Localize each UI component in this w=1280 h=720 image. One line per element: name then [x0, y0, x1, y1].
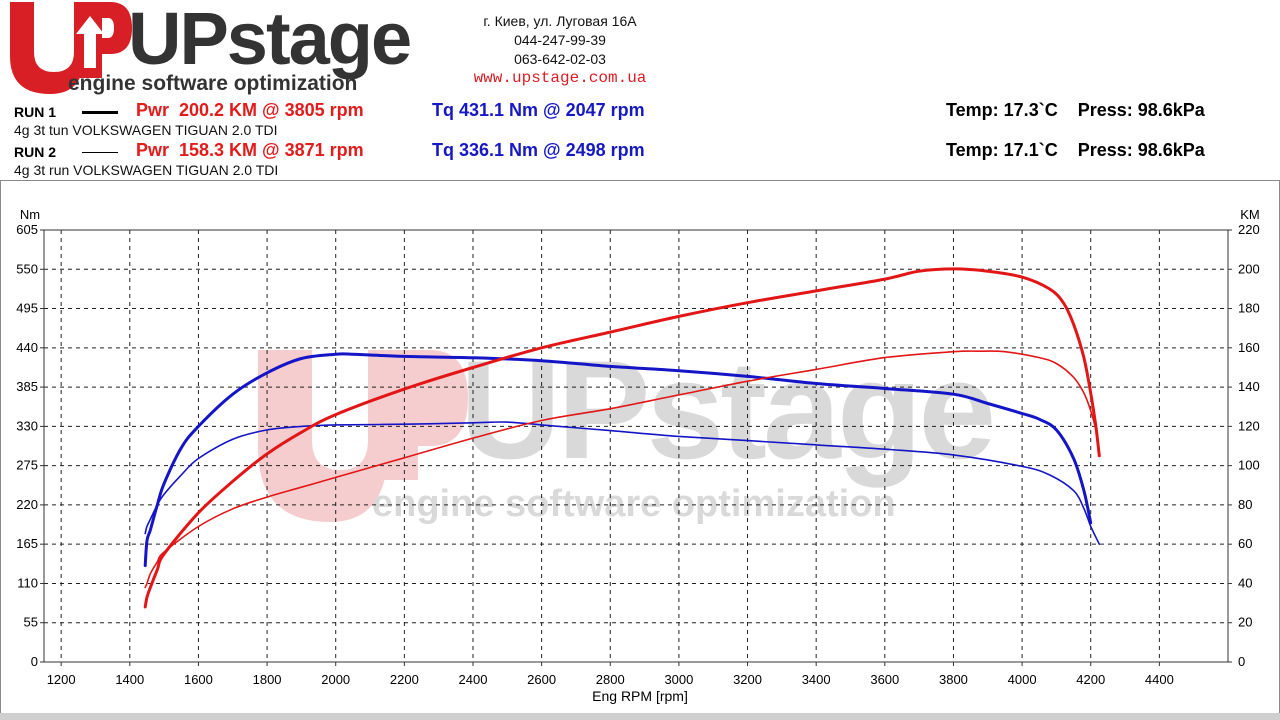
y-axis-left-label: Nm [20, 207, 40, 222]
chart-curves [143, 267, 1101, 609]
series-line-pwr-run-1 [143, 267, 1101, 609]
chart-grid [44, 230, 1228, 662]
y-left-tick-label: 0 [31, 654, 38, 669]
bottom-band [0, 713, 1280, 720]
x-tick-label: 2000 [321, 672, 350, 687]
run-1-torque: Tq 431.1 Nm @ 2047 rpm [432, 100, 645, 120]
x-tick-label: 2200 [390, 672, 419, 687]
series-line-pwr-run-2 [144, 350, 1101, 589]
y-axis-left-ticks: 0 55 110 165 220 275 330 385 440 495 550 605 [16, 222, 44, 669]
y-right-tick-label: 180 [1238, 301, 1260, 316]
contact-phone-2: 063-642-02-03 [514, 51, 606, 67]
y-right-tick-label: 20 [1238, 615, 1252, 630]
y-left-tick-label: 165 [16, 536, 38, 551]
y-left-tick-label: 330 [16, 418, 38, 433]
run-2-label: RUN 2 [14, 144, 57, 160]
x-tick-label: 1800 [253, 672, 282, 687]
run-2-summary: RUN 2 Pwr 158.3 KM @ 3871 rpm Tq 336.1 N… [14, 140, 1274, 184]
run-1-label: RUN 1 [14, 104, 57, 120]
x-tick-label: 3600 [870, 672, 899, 687]
run-2-description: 4g 3t run VOLKSWAGEN TIGUAN 2.0 TDI [14, 162, 279, 178]
run-1-description: 4g 3t tun VOLKSWAGEN TIGUAN 2.0 TDI [14, 122, 278, 138]
x-tick-label: 3800 [939, 672, 968, 687]
run-1-power: Pwr 200.2 KM @ 3805 rpm [136, 100, 364, 120]
y-left-tick-label: 440 [16, 340, 38, 355]
x-tick-label: 4000 [1008, 672, 1037, 687]
y-right-tick-label: 120 [1238, 418, 1260, 433]
y-left-tick-label: 495 [16, 301, 38, 316]
x-tick-label: 1600 [184, 672, 213, 687]
run-1-legend-line [82, 111, 118, 114]
x-tick-label: 4400 [1145, 672, 1174, 687]
x-tick-label: 1200 [47, 672, 76, 687]
watermark-wordmark: UPstage [460, 331, 992, 488]
run-1-conditions: Temp: 17.3`C Press: 98.6kPa [946, 100, 1205, 120]
y-left-tick-label: 550 [16, 261, 38, 276]
x-tick-label: 2800 [596, 672, 625, 687]
watermark-tagline: engine software optimization [372, 483, 896, 525]
y-right-tick-label: 100 [1238, 458, 1260, 473]
logo-up-mark [10, 2, 132, 94]
y-left-tick-label: 275 [16, 458, 38, 473]
y-left-tick-label: 605 [16, 222, 38, 237]
logo-tagline: engine software optimization [68, 72, 357, 95]
x-axis-ticks: 1200 1400 1600 1800 2000 2200 2400 2600 2800 3000… [47, 662, 1174, 687]
y-right-tick-label: 80 [1238, 497, 1252, 512]
series-line-tq-run-2 [144, 421, 1101, 545]
x-tick-label: 4200 [1076, 672, 1105, 687]
y-right-tick-label: 200 [1238, 261, 1260, 276]
contact-phone-1: 044-247-99-39 [514, 32, 606, 48]
x-axis-label: Eng RPM [rpm] [592, 688, 688, 704]
upstage-logo: UPstage engine software optimization [6, 0, 416, 105]
x-tick-label: 1400 [115, 672, 144, 687]
y-left-tick-label: 110 [17, 575, 38, 590]
contact-address: г. Киев, ул. Луговая 16А [483, 13, 637, 29]
watermark-logo: UPstage engine software optimization [258, 331, 996, 525]
contact-block: г. Киев, ул. Луговая 16А 044-247-99-39 0… [430, 12, 690, 88]
x-tick-label: 2600 [527, 672, 556, 687]
plot-area-border [43, 229, 1229, 663]
y-left-tick-label: 55 [24, 615, 38, 630]
y-right-tick-label: 220 [1238, 222, 1260, 237]
y-left-tick-label: 385 [16, 379, 38, 394]
y-right-tick-label: 0 [1238, 654, 1245, 669]
series-line-tq-run-1 [143, 352, 1093, 568]
contact-website-link[interactable]: www.upstage.com.ua [473, 69, 647, 87]
run-1-summary: RUN 1 Pwr 200.2 KM @ 3805 rpm Tq 431.1 N… [14, 100, 1274, 144]
y-right-tick-label: 60 [1238, 536, 1252, 551]
run-2-conditions: Temp: 17.1`C Press: 98.6kPa [946, 140, 1205, 160]
x-tick-label: 3200 [733, 672, 762, 687]
run-2-power: Pwr 158.3 KM @ 3871 rpm [136, 140, 364, 160]
y-right-tick-label: 40 [1238, 575, 1252, 590]
x-tick-label: 2400 [459, 672, 488, 687]
run-2-torque: Tq 336.1 Nm @ 2498 rpm [432, 140, 645, 160]
y-axis-right-ticks: 0 20 40 60 80 100 120 140 160 180 200 220 [1228, 222, 1260, 669]
y-axis-right-label: KM [1240, 207, 1260, 222]
x-tick-label: 3000 [664, 672, 693, 687]
y-left-tick-label: 220 [16, 497, 38, 512]
run-2-legend-line [82, 152, 118, 153]
logo-graphic: UPstage engine software optimization [10, 0, 412, 95]
x-tick-label: 3400 [802, 672, 831, 687]
y-right-tick-label: 140 [1238, 379, 1260, 394]
y-right-tick-label: 160 [1238, 340, 1260, 355]
logo-wordmark: UPstage [128, 0, 410, 80]
